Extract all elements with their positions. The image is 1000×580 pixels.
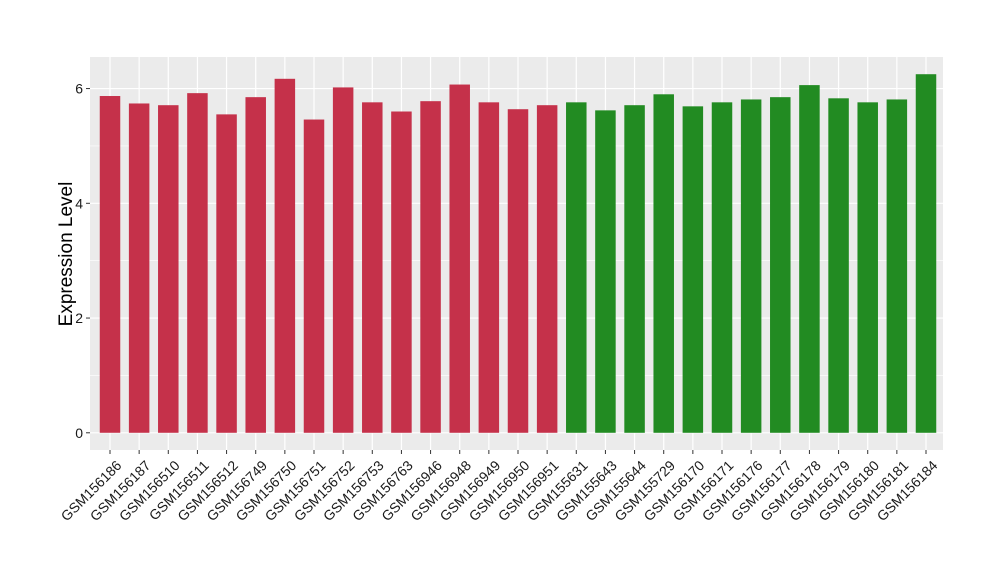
bar-GSM156510 — [158, 105, 179, 433]
bar-GSM156178 — [799, 85, 820, 433]
bar-GSM155643 — [595, 110, 616, 433]
bar-GSM156179 — [828, 98, 849, 433]
bar-GSM156171 — [711, 102, 733, 433]
bar-GSM155729 — [653, 94, 674, 433]
y-tick-label: 0 — [75, 425, 83, 441]
bar-GSM156753 — [362, 102, 383, 433]
bar-GSM156750 — [274, 78, 296, 433]
y-tick-label: 4 — [75, 195, 83, 211]
bar-GSM155644 — [624, 105, 645, 433]
bar-GSM156184 — [915, 74, 937, 433]
bar-GSM156186 — [99, 96, 121, 433]
x-axis-ticks: GSM156186GSM156187GSM156510GSM156511GSM1… — [58, 450, 941, 524]
bar-GSM156946 — [420, 101, 441, 433]
bar-GSM156751 — [303, 119, 325, 433]
bar-GSM156949 — [478, 102, 500, 433]
y-tick-label: 6 — [75, 81, 83, 97]
y-axis-title: Expression Level — [56, 182, 77, 327]
bar-GSM156177 — [770, 97, 791, 433]
bar-GSM156181 — [886, 99, 908, 433]
bars — [99, 74, 937, 433]
y-axis-ticks: 0 2 4 6 — [75, 81, 90, 441]
bar-GSM156950 — [507, 109, 529, 433]
bar-GSM155631 — [566, 102, 587, 433]
bar-GSM156951 — [536, 105, 558, 433]
y-tick-label: 2 — [75, 310, 83, 326]
bar-GSM156752 — [332, 87, 354, 433]
bar-GSM156176 — [740, 99, 762, 433]
bar-GSM156763 — [391, 111, 412, 433]
bar-GSM156749 — [245, 97, 266, 433]
bar-GSM156512 — [216, 114, 237, 433]
bar-GSM156511 — [187, 93, 208, 433]
bar-GSM156170 — [682, 106, 704, 433]
bar-GSM156187 — [128, 103, 150, 433]
bar-GSM156180 — [857, 102, 878, 433]
bar-GSM156948 — [449, 84, 470, 433]
